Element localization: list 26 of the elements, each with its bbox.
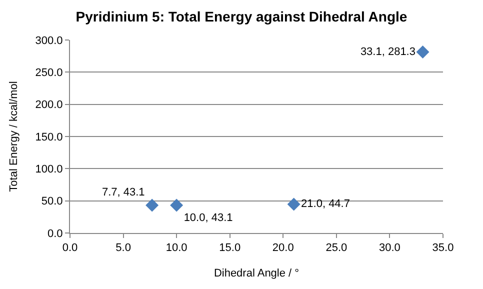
data-label: 33.1, 281.3 [360,46,416,58]
x-axis-title: Dihedral Angle / ° [214,267,300,280]
y-tick-label: 250.0 [35,67,63,80]
chart-title: Pyridinium 5: Total Energy against Dihedral Angle [76,8,408,24]
y-tick-label: 0.0 [48,228,63,240]
data-label: 7.7, 43.1 [102,186,145,198]
point [170,198,184,212]
y-tick-label: 150.0 [35,131,63,144]
x-tick-label: 10.0 [166,242,188,254]
x-tick-label: 20.0 [272,242,294,254]
x-tick-label: 15.0 [219,242,241,254]
y-tick-label: 50.0 [41,196,63,208]
y-axis-title: Total Energy / kcal/mol [8,81,20,192]
x-tick-label: 35.0 [432,242,454,254]
point [146,198,159,212]
y-tick-label: 100.0 [35,164,63,176]
y-tick-label: 200.0 [35,99,63,112]
point [287,198,300,211]
point [416,46,430,59]
y-tick-label: 300.0 [35,34,63,47]
x-tick-label: 30.0 [379,242,400,254]
x-tick-label: 5.0 [116,242,131,254]
x-tick-label: 0.0 [62,242,78,254]
data-label: 10.0, 43.1 [184,212,233,224]
data-label: 21.0, 44.7 [301,198,350,210]
x-tick-label: 25.0 [326,242,348,254]
